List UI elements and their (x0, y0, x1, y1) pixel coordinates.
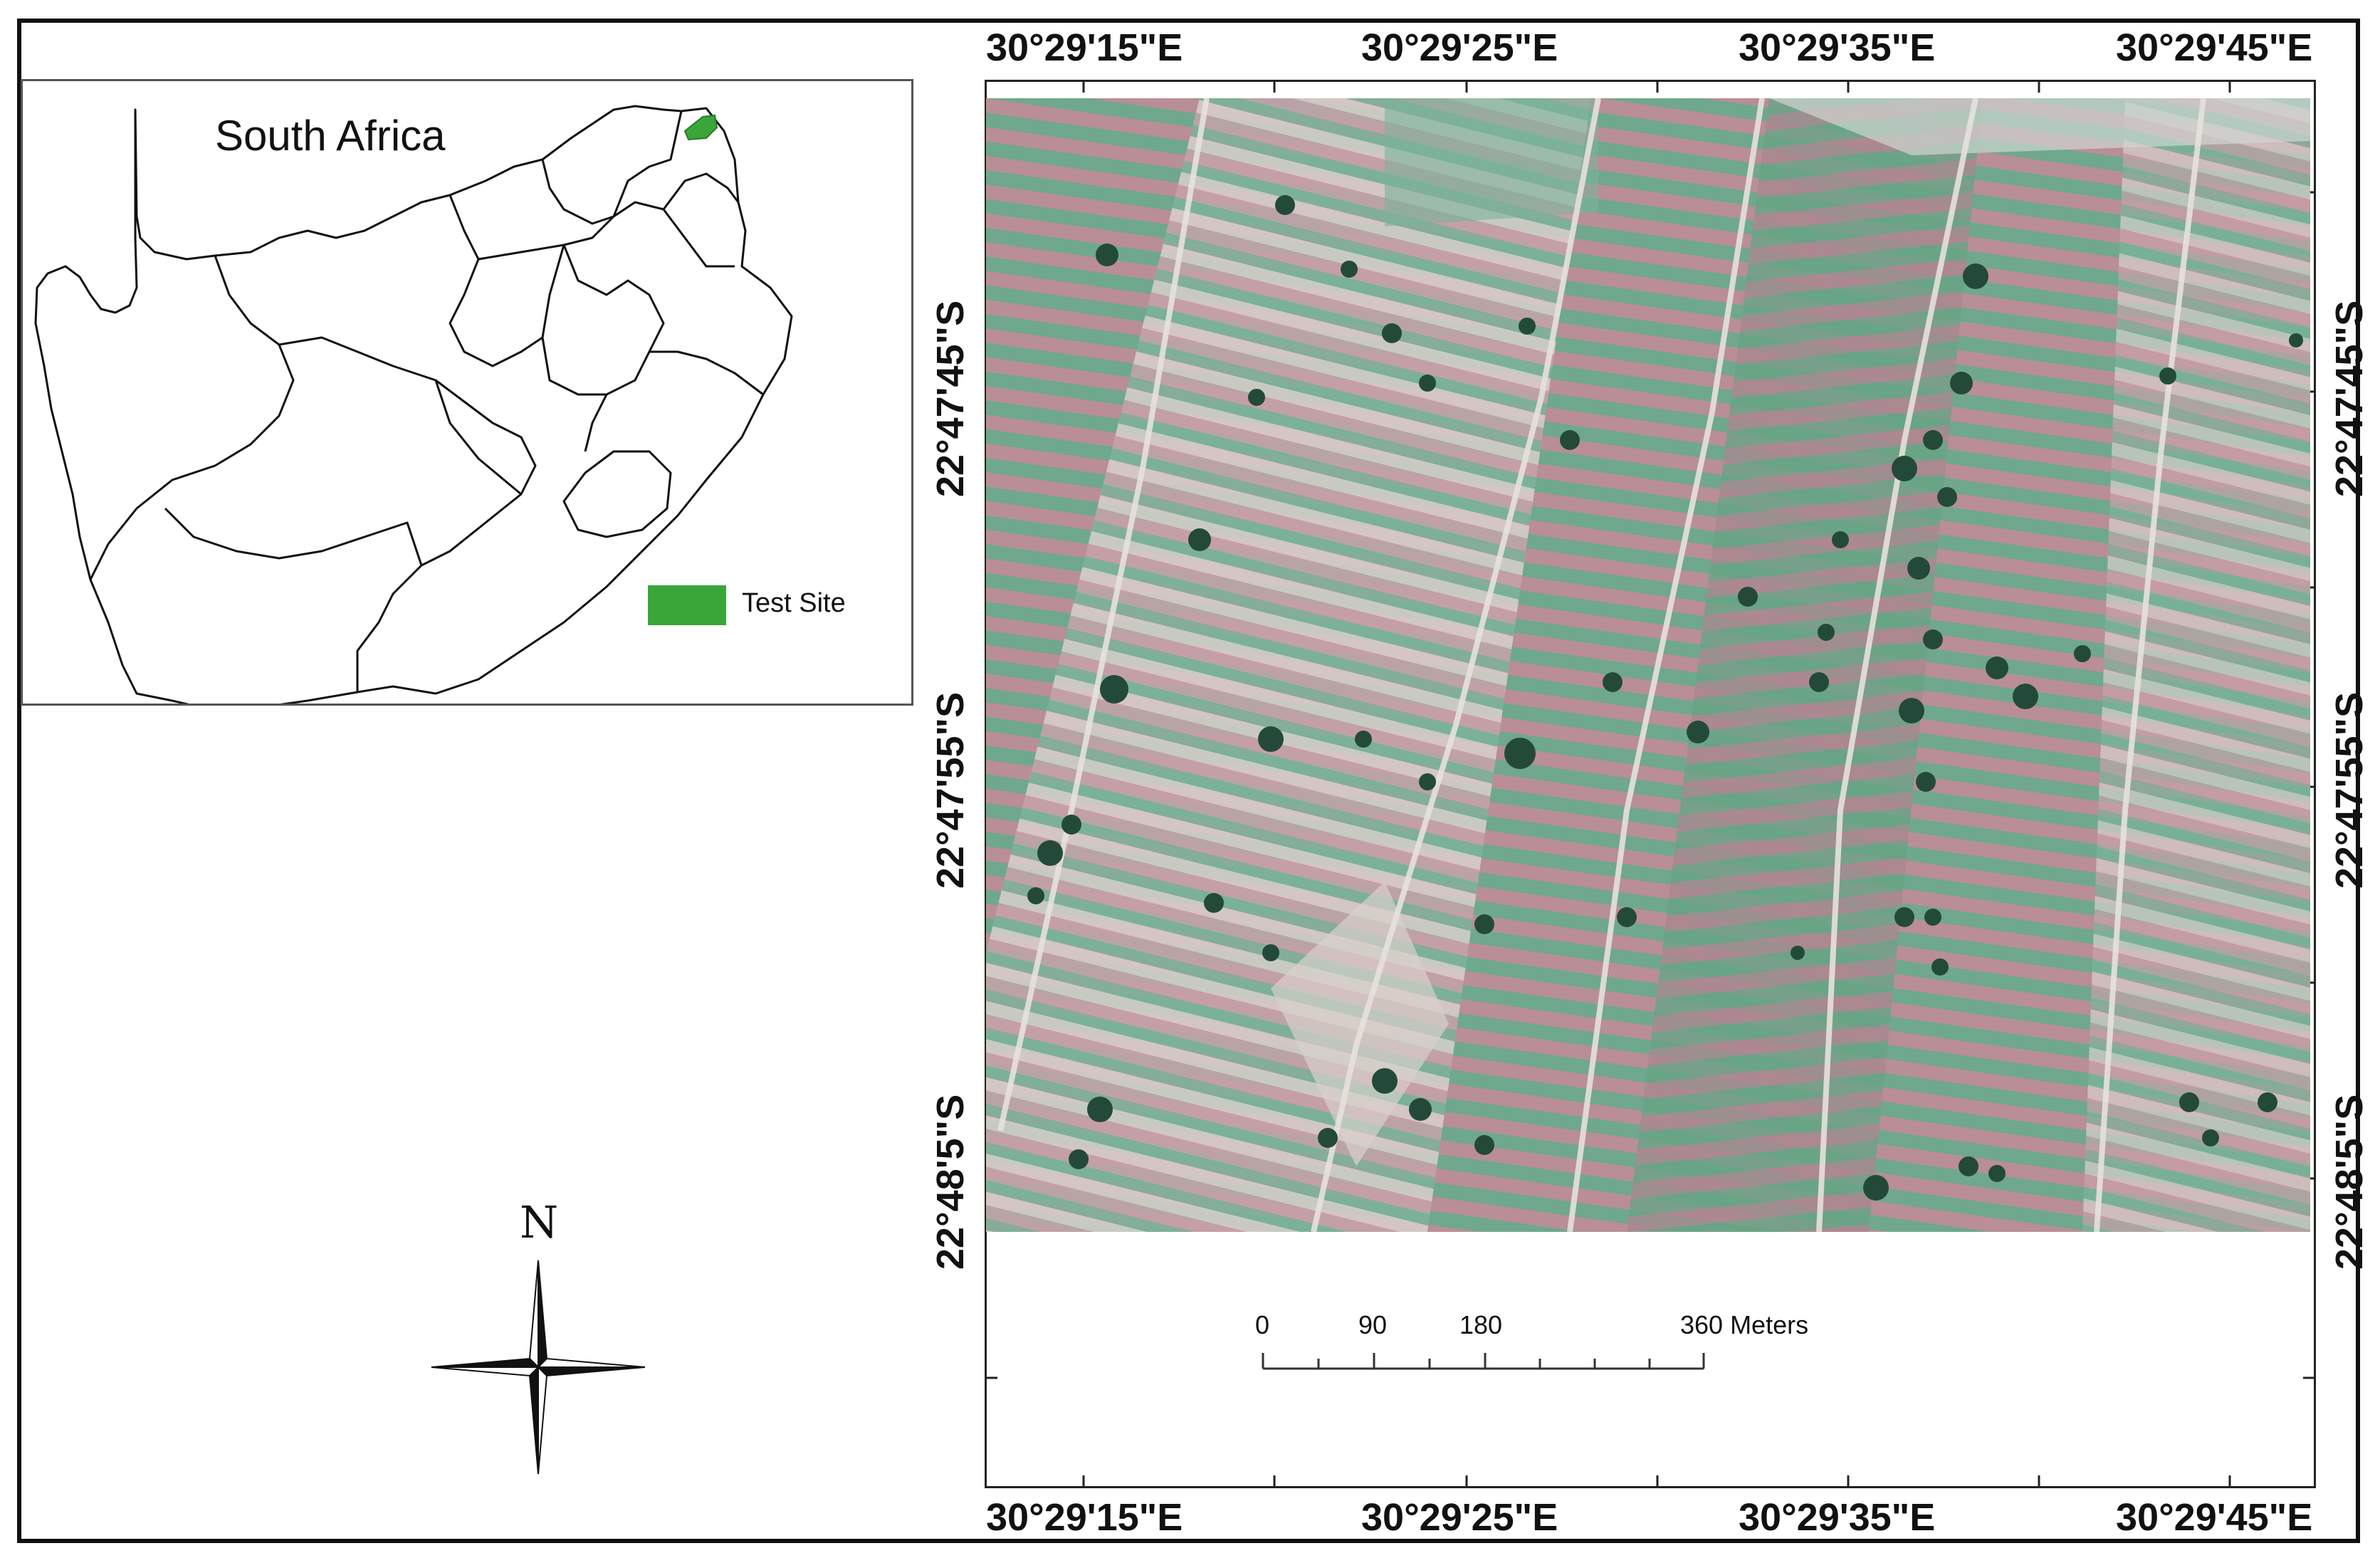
coord-bottom-2: 30°29'25"E (1361, 1496, 1558, 1539)
inset-map-title: South Africa (215, 112, 446, 160)
south-africa-outline (34, 105, 793, 704)
test-site-marker (683, 114, 718, 141)
scale-label-0: 0 (1255, 1310, 1270, 1339)
legend-label-test-site: Test Site (742, 588, 846, 618)
coord-top-2: 30°29'25"E (1361, 26, 1558, 69)
coord-left-2: 22°47'55"S (929, 691, 972, 889)
coord-left-3: 22°48'5"S (929, 1094, 972, 1270)
main-map-frame (985, 80, 2316, 1488)
coord-bottom-4: 30°29'45"E (2116, 1496, 2313, 1539)
scale-label-360: 360 Meters (1680, 1310, 1809, 1339)
legend-swatch-test-site (648, 585, 726, 625)
coord-bottom-1: 30°29'15"E (986, 1496, 1183, 1539)
satellite-imagery (986, 98, 2310, 1232)
coord-bottom-3: 30°29'35"E (1739, 1496, 1936, 1539)
coord-top-3: 30°29'35"E (1739, 26, 1936, 69)
coord-left-1: 22°47'45"S (929, 300, 972, 498)
coord-top-4: 30°29'45"E (2116, 26, 2313, 69)
coord-top-1: 30°29'15"E (986, 26, 1183, 69)
scale-label-180: 180 (1459, 1310, 1503, 1339)
coord-right-3: 22°48'5"S (2328, 1094, 2371, 1270)
coord-right-1: 22°47'45"S (2328, 300, 2371, 498)
north-label: N (520, 1196, 559, 1248)
inset-map: South Africa Test Site (21, 79, 913, 706)
scale-label-90: 90 (1358, 1310, 1388, 1339)
coord-right-2: 22°47'55"S (2328, 691, 2371, 889)
compass-rose-icon (431, 1260, 646, 1475)
